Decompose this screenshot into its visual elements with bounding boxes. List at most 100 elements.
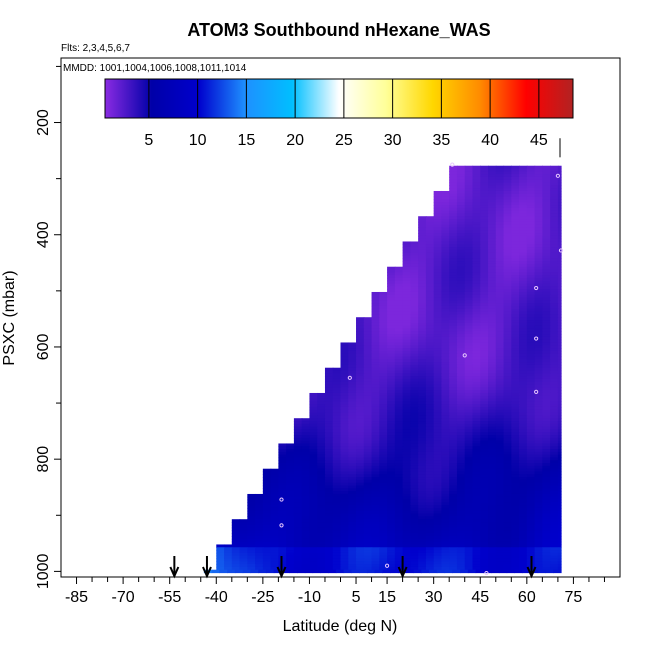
heatmap-cell [542,331,551,335]
heatmap-cell [394,541,404,546]
heatmap-cell [379,381,388,386]
heatmap-cell [410,550,419,554]
heatmap-cell [356,566,365,571]
heatmap-cell [418,454,427,459]
heatmap-cell [348,376,357,380]
heatmap-cell [557,196,562,200]
heatmap-cell [464,238,474,243]
heatmap-cell [441,566,450,571]
heatmap-cell [534,418,543,422]
heatmap-cell [550,210,559,215]
heatmap-cell [495,454,505,459]
heatmap-cell [433,513,443,518]
heatmap-cell [255,530,264,534]
heatmap-cell [488,258,497,262]
heatmap-cell [425,519,435,523]
heatmap-cell [488,165,497,170]
heatmap-cell [247,536,256,540]
heatmap-cell [519,544,528,548]
heatmap-cell [286,524,295,529]
colorbar-tick-label: 10 [189,132,207,149]
heatmap-cell [363,550,373,554]
heatmap-cell [464,196,474,200]
heatmap-cell [441,205,450,209]
heatmap-cell [324,491,334,495]
heatmap-cell [550,522,559,526]
heatmap-cell [224,544,233,548]
heatmap-cell [550,499,559,503]
heatmap-cell [317,499,326,503]
heatmap-cell [247,558,256,562]
heatmap-cell [340,423,349,428]
heatmap-cell [262,491,272,495]
heatmap-cell [503,536,512,540]
heatmap-cell [402,289,411,293]
heatmap-cell [472,493,481,498]
sample-marker [558,248,564,253]
heatmap-cell [441,536,450,540]
heatmap-cell [293,460,303,464]
heatmap-cell [542,233,551,237]
heatmap-cell [371,454,380,459]
heatmap-cell [542,415,551,419]
heatmap-cell [449,491,458,495]
heatmap-cell [519,252,528,257]
heatmap-cell [480,477,489,481]
heatmap-cell [542,275,551,279]
heatmap-cell [418,283,427,287]
heatmap-cell [456,303,466,307]
heatmap-cell [472,502,481,506]
heatmap-cell [394,294,404,299]
heatmap-cell [534,378,543,383]
heatmap-cell [394,286,404,290]
arrow-head [276,566,287,579]
heatmap-cell [542,384,551,388]
heatmap-cell [464,395,474,400]
heatmap-cell [488,339,497,344]
heatmap-cell [557,524,562,529]
heatmap-cell [441,527,450,532]
heatmap-cell [550,443,559,447]
heatmap-cell [418,289,427,293]
heatmap-cell [441,283,450,287]
heatmap-cell [542,460,551,464]
heatmap-cell [317,406,326,411]
heatmap-cell [335,569,345,574]
heatmap-cell [418,435,427,439]
heatmap-cell [480,188,489,192]
heatmap-cell [324,367,334,372]
heatmap-cell [480,283,489,287]
heatmap-cell [488,252,497,257]
heatmap-cell [557,446,562,450]
heatmap-cell [488,463,497,467]
flights-subtitle: Flts: 2,3,4,5,6,7 [61,43,130,54]
heatmap-cell [425,224,435,229]
heatmap-cell [519,564,528,568]
heatmap-cell [503,384,512,388]
heatmap-cell [503,454,512,459]
heatmap-cell [262,522,272,526]
heatmap-cell [418,561,427,565]
heatmap-cell [456,482,466,487]
heatmap-cell [503,255,512,259]
heatmap-cell [247,527,256,532]
heatmap-cell [534,516,543,520]
heatmap-cell [441,412,450,417]
heatmap-cell [488,334,497,338]
heatmap-cell [488,561,497,565]
heatmap-cell [557,437,562,442]
heatmap-cell [340,362,349,366]
heatmap-cell [324,463,334,467]
heatmap-cell [550,544,559,548]
heatmap-cell [550,378,559,383]
heatmap-cell [433,269,443,273]
heatmap-cell [495,395,505,400]
heatmap-cell [511,193,520,198]
heatmap-cell [418,550,427,554]
heatmap-cell [480,255,489,259]
heatmap-cell [332,558,342,562]
heatmap-cell [270,471,279,475]
heatmap-cell [293,544,303,548]
heatmap-cell [433,331,443,335]
heatmap-cell [332,392,342,397]
